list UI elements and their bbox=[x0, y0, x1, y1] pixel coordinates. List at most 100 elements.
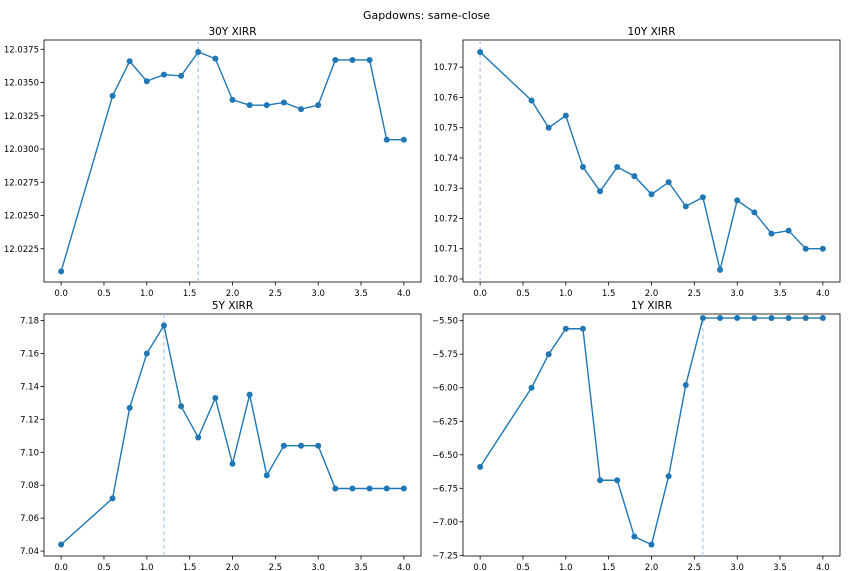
data-point bbox=[579, 325, 586, 332]
y-tick-label: −6.25 bbox=[432, 417, 458, 427]
data-point bbox=[383, 136, 390, 143]
y-tick-label: 12.0250 bbox=[4, 212, 39, 222]
data-point bbox=[477, 49, 484, 56]
data-point bbox=[178, 72, 185, 79]
y-tick-label: −6.50 bbox=[432, 451, 458, 461]
data-point bbox=[143, 78, 150, 85]
data-point bbox=[785, 227, 792, 234]
data-point bbox=[280, 442, 287, 449]
data-point bbox=[58, 541, 65, 548]
x-tick-label: 3.0 bbox=[730, 563, 744, 571]
data-point bbox=[212, 55, 219, 62]
data-point bbox=[477, 463, 484, 470]
data-point bbox=[734, 197, 741, 204]
subplot-title: 1Y XIRR bbox=[631, 300, 672, 312]
data-point bbox=[648, 191, 655, 198]
data-point bbox=[178, 403, 185, 410]
y-tick-label: −5.75 bbox=[432, 350, 458, 360]
data-point bbox=[126, 404, 133, 411]
y-tick-label: 7.12 bbox=[20, 415, 39, 425]
y-tick-label: 7.06 bbox=[20, 514, 39, 524]
y-tick-label: 10.73 bbox=[434, 184, 458, 194]
data-point bbox=[160, 71, 167, 78]
y-tick-label: −7.00 bbox=[432, 518, 458, 528]
x-tick-label: 3.0 bbox=[730, 289, 744, 299]
data-point bbox=[562, 112, 569, 119]
subplot-4: 1Y XIRR 0.0 0.5 1.0 1.5 2.0 2.5 3.0 3.5 4.0 −7.25 −… bbox=[432, 300, 841, 571]
y-tick-label: 7.18 bbox=[20, 317, 39, 327]
x-tick-label: 1.5 bbox=[602, 563, 616, 571]
x-tick-label: 0.0 bbox=[473, 563, 487, 571]
data-point bbox=[614, 164, 621, 171]
data-point bbox=[819, 245, 826, 252]
x-tick-label: 0.5 bbox=[97, 563, 111, 571]
x-tick-label: 1.0 bbox=[559, 563, 573, 571]
data-point bbox=[717, 266, 724, 273]
data-point bbox=[682, 203, 689, 210]
data-point bbox=[280, 99, 287, 106]
data-point bbox=[579, 164, 586, 171]
y-tick-label: 12.0275 bbox=[4, 178, 39, 188]
x-tick-label: 3.5 bbox=[773, 563, 787, 571]
x-tick-label: 1.5 bbox=[183, 563, 197, 571]
data-point bbox=[768, 315, 775, 322]
data-point bbox=[768, 230, 775, 237]
data-point bbox=[195, 434, 202, 441]
y-tick-label: 12.0350 bbox=[4, 79, 39, 89]
x-tick-label: 4.0 bbox=[397, 563, 411, 571]
data-point bbox=[528, 384, 535, 391]
y-tick-label: 12.0300 bbox=[4, 145, 39, 155]
x-tick-label: 1.5 bbox=[183, 289, 197, 299]
x-tick-label: 3.5 bbox=[354, 563, 368, 571]
data-point bbox=[263, 472, 270, 479]
x-tick-label: 4.0 bbox=[816, 289, 830, 299]
data-point bbox=[751, 315, 758, 322]
x-tick-label: 4.0 bbox=[816, 563, 830, 571]
data-point bbox=[682, 382, 689, 389]
y-tick-label: 10.77 bbox=[434, 63, 458, 73]
x-tick-label: 2.0 bbox=[645, 289, 659, 299]
y-tick-label: −6.75 bbox=[432, 484, 458, 494]
data-point bbox=[212, 394, 219, 401]
y-tick-label: 12.0225 bbox=[4, 245, 39, 255]
data-point bbox=[58, 268, 65, 275]
data-point bbox=[734, 315, 741, 322]
data-point bbox=[349, 485, 356, 492]
y-tick-label: −5.50 bbox=[432, 317, 458, 327]
data-point bbox=[126, 58, 133, 65]
y-tick-label: 12.0375 bbox=[4, 45, 39, 55]
y-tick-label: 7.10 bbox=[20, 448, 39, 458]
data-point bbox=[349, 56, 356, 63]
data-point bbox=[332, 485, 339, 492]
series-line bbox=[479, 51, 823, 271]
x-tick-label: 1.0 bbox=[140, 289, 154, 299]
data-point bbox=[263, 102, 270, 109]
data-point bbox=[802, 245, 809, 252]
data-point bbox=[717, 315, 724, 322]
data-point bbox=[315, 102, 322, 109]
data-point bbox=[143, 350, 150, 357]
x-tick-label: 2.0 bbox=[226, 563, 240, 571]
data-point bbox=[246, 391, 253, 398]
data-point bbox=[699, 194, 706, 201]
y-tick-label: 7.14 bbox=[20, 382, 39, 392]
y-tick-label: 10.75 bbox=[434, 124, 458, 134]
data-point bbox=[298, 442, 305, 449]
data-point bbox=[366, 485, 373, 492]
x-tick-label: 1.0 bbox=[140, 563, 154, 571]
data-point bbox=[315, 442, 322, 449]
data-point bbox=[109, 92, 116, 99]
subplot-1: 30Y XIRR 0.0 0.5 1.0 1.5 2.0 2.5 3.0 3.5 4.0 12.02… bbox=[4, 26, 422, 299]
data-point bbox=[699, 315, 706, 322]
y-tick-label: 10.76 bbox=[434, 93, 458, 103]
x-tick-label: 0.5 bbox=[516, 563, 530, 571]
data-point bbox=[400, 485, 407, 492]
y-tick-label: 10.72 bbox=[434, 214, 458, 224]
x-tick-label: 2.5 bbox=[688, 563, 702, 571]
data-point bbox=[562, 325, 569, 332]
x-tick-label: 3.0 bbox=[311, 563, 325, 571]
x-tick-label: 0.0 bbox=[54, 289, 68, 299]
y-tick-label: 10.71 bbox=[434, 245, 458, 255]
data-point bbox=[785, 315, 792, 322]
data-point bbox=[246, 102, 253, 109]
